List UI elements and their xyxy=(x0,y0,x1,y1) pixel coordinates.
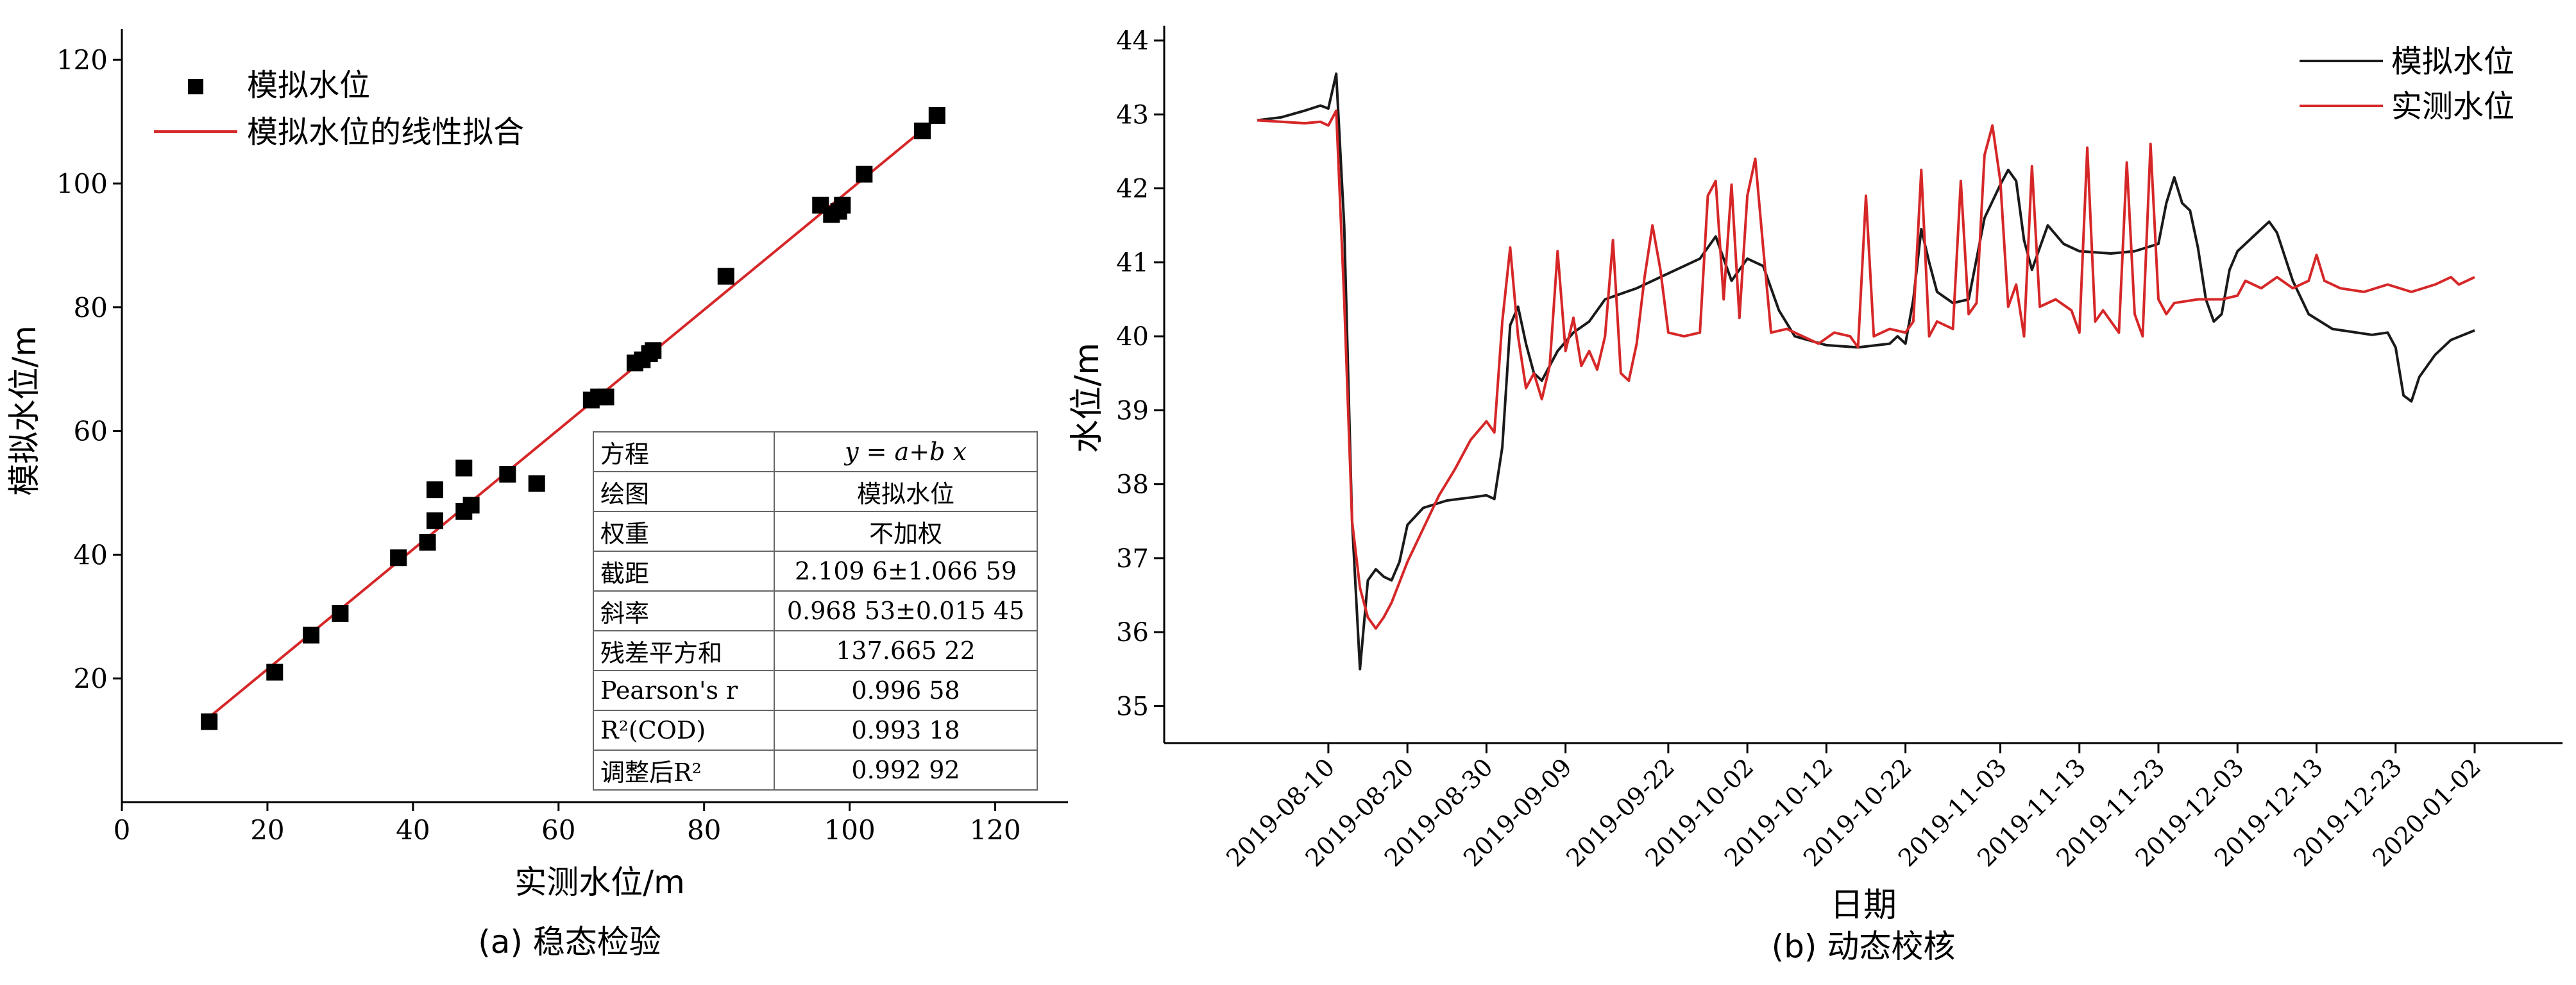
table-label-cell: 方程 xyxy=(593,431,775,472)
panel-b-x-axis-label: 日期 xyxy=(1830,886,1897,925)
scatter-point xyxy=(390,549,407,567)
legend-fit-label: 模拟水位的线性拟合 xyxy=(247,114,524,150)
y-tick-label: 43 xyxy=(1116,100,1149,130)
y-tick-label: 80 xyxy=(74,292,108,323)
y-tick-label: 120 xyxy=(56,44,108,76)
table-label-cell: Pearson's r xyxy=(593,670,775,711)
y-tick-label: 40 xyxy=(74,539,108,570)
panel-b-axes xyxy=(1163,26,2563,744)
scatter-point xyxy=(928,107,945,124)
panel-a-legend: 模拟水位 模拟水位的线性拟合 xyxy=(154,67,524,150)
x-tick-label: 100 xyxy=(824,814,876,846)
x-tick-label: 20 xyxy=(250,814,284,846)
scatter-point xyxy=(834,196,851,214)
y-tick-label: 36 xyxy=(1116,618,1149,647)
y-tick-label: 44 xyxy=(1116,26,1149,56)
scatter-point xyxy=(645,342,662,359)
x-tick-label: 80 xyxy=(687,814,721,846)
table-row: 斜率 0.968 53±0.015 45 xyxy=(593,590,1038,631)
y-tick-label: 100 xyxy=(56,168,108,200)
panel-a-x-axis-label: 实测水位/m xyxy=(514,864,685,901)
table-row: 调整后R² 0.992 92 xyxy=(593,749,1038,791)
panel-b-legend: 模拟水位 实测水位 xyxy=(2300,44,2514,124)
scatter-point xyxy=(856,166,873,183)
fit-line xyxy=(201,111,945,724)
scatter-point xyxy=(455,459,473,477)
table-value-cell: 0.993 18 xyxy=(774,710,1038,751)
legend-sim-label: 模拟水位 xyxy=(2391,44,2514,80)
scatter-point xyxy=(717,268,734,285)
panel-b-plot-area xyxy=(1257,72,2475,671)
table-label-cell: 截距 xyxy=(593,551,775,592)
table-row: R²(COD) 0.993 18 xyxy=(593,710,1038,751)
scatter-point xyxy=(332,604,349,622)
x-tick-label: 60 xyxy=(541,814,575,846)
panel-b-y-axis-label: 水位/m xyxy=(1068,343,1106,453)
y-tick-label: 42 xyxy=(1116,175,1149,204)
panel-a-axes xyxy=(121,29,1068,803)
y-tick-label: 39 xyxy=(1116,396,1149,425)
panel-a-scatter: 0 20 40 60 80 100 120 20 40 60 80 100 120 实测水位/m 模拟… xyxy=(6,29,1068,961)
table-label-cell: 残差平方和 xyxy=(593,630,775,671)
panel-b-timeseries: 2019-08-102019-08-202019-08-302019-09-09… xyxy=(1068,26,2563,965)
panel-a-y-axis-label: 模拟水位/m xyxy=(6,325,43,496)
table-value-cell: 0.992 92 xyxy=(774,749,1038,791)
table-value-cell: 不加权 xyxy=(774,511,1038,552)
y-tick-label: 20 xyxy=(74,663,108,694)
panel-a-x-ticks: 0 20 40 60 80 100 120 xyxy=(114,802,1021,846)
table-value-cell: 模拟水位 xyxy=(774,471,1038,512)
x-tick-label: 0 xyxy=(114,814,131,846)
y-tick-label: 37 xyxy=(1116,544,1149,574)
x-tick-label: 120 xyxy=(969,814,1021,846)
table-row: 绘图 模拟水位 xyxy=(593,471,1038,512)
table-value-cell: 0.968 53±0.015 45 xyxy=(774,590,1038,631)
scatter-point xyxy=(201,713,218,730)
y-tick-label: 35 xyxy=(1116,692,1149,721)
table-row: 残差平方和 137.665 22 xyxy=(593,630,1038,671)
table-label-cell: 斜率 xyxy=(593,590,775,631)
table-row: Pearson's r 0.996 58 xyxy=(593,670,1038,711)
panel-b-x-ticks: 2019-08-102019-08-202019-08-302019-09-09… xyxy=(1221,743,2486,872)
y-tick-label: 38 xyxy=(1116,470,1149,500)
fit-statistics-table: 方程 y = a+b x 绘图 模拟水位 权重 不加权 截距 2.109 6±1… xyxy=(593,431,1038,791)
scatter-point xyxy=(303,626,319,644)
scatter-point xyxy=(499,466,516,483)
scatter-point xyxy=(266,664,284,681)
panel-b-y-ticks: 35 36 37 38 39 40 41 42 43 44 xyxy=(1116,26,1164,721)
scatter-point xyxy=(419,534,436,551)
table-value-cell: 137.665 22 xyxy=(774,630,1038,671)
scatter-point xyxy=(597,388,614,406)
scatter-point xyxy=(426,512,443,529)
simulated-level-line xyxy=(1257,72,2475,671)
table-row: 方程 y = a+b x xyxy=(593,431,1038,472)
table-value-cell: y = a+b x xyxy=(774,431,1038,472)
table-row: 权重 不加权 xyxy=(593,511,1038,552)
table-label-cell: 绘图 xyxy=(593,471,775,512)
scatter-point xyxy=(528,475,545,492)
table-label-cell: R²(COD) xyxy=(593,710,775,751)
table-row: 截距 2.109 6±1.066 59 xyxy=(593,551,1038,592)
legend-obs-label: 实测水位 xyxy=(2391,89,2514,124)
scatter-point xyxy=(426,481,443,499)
table-value-cell: 0.996 58 xyxy=(774,670,1038,711)
y-tick-label: 41 xyxy=(1116,248,1149,278)
panel-a-y-ticks: 20 40 60 80 100 120 xyxy=(56,44,122,694)
table-label-cell: 调整后R² xyxy=(593,749,775,791)
y-tick-label: 60 xyxy=(74,416,108,447)
x-tick-label: 40 xyxy=(396,814,430,846)
scatter-point xyxy=(462,497,480,514)
table-label-cell: 权重 xyxy=(593,511,775,552)
table-value-cell: 2.109 6±1.066 59 xyxy=(774,551,1038,592)
panel-b-caption: (b) 动态校核 xyxy=(1772,928,1956,965)
legend-scatter-marker xyxy=(188,79,203,94)
y-tick-label: 40 xyxy=(1116,322,1149,352)
legend-scatter-label: 模拟水位 xyxy=(247,67,370,103)
panel-a-plot-area xyxy=(201,107,945,730)
observed-level-line xyxy=(1257,109,2475,630)
scatter-point xyxy=(914,123,931,140)
panel-a-caption: (a) 稳态检验 xyxy=(478,923,661,961)
